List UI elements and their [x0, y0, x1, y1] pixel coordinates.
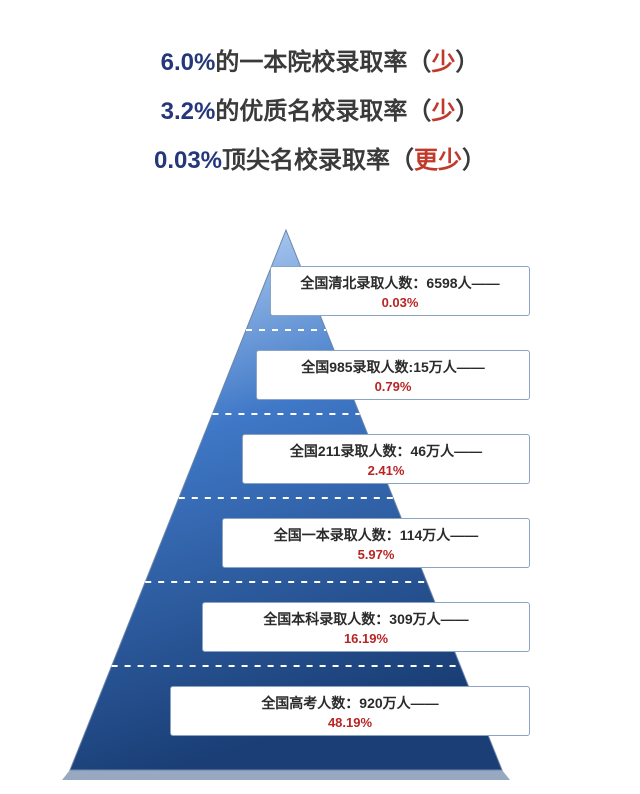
header-line-1: 6.0%的一本院校录取率（少）	[0, 42, 640, 77]
tier-title-3: 全国211录取人数：46万人——	[249, 441, 523, 461]
header-pct-1: 6.0%	[161, 49, 216, 76]
tier-box-2: 全国985录取人数:15万人—— 0.79%	[256, 350, 530, 400]
bracket-close-3: ）	[462, 147, 486, 174]
tier-box-4: 全国一本录取人数：114万人—— 5.97%	[222, 518, 530, 568]
tier-pct-3: 2.41%	[249, 463, 523, 478]
bracket-close-1: ）	[455, 49, 479, 76]
header-qual-2: 少	[431, 98, 455, 125]
header-qual-1: 少	[431, 49, 455, 76]
bracket-open-2: （	[407, 98, 431, 125]
tier-title-6: 全国高考人数：920万人——	[177, 693, 523, 713]
header-line-3: 0.03%顶尖名校录取率（更少）	[0, 140, 640, 175]
header-pct-2: 3.2%	[161, 98, 216, 125]
tier-pct-5: 16.19%	[209, 631, 523, 646]
tier-box-3: 全国211录取人数：46万人—— 2.41%	[242, 434, 530, 484]
tier-title-2: 全国985录取人数:15万人——	[263, 357, 523, 377]
tier-pct-4: 5.97%	[229, 547, 523, 562]
bracket-open-3: （	[390, 147, 414, 174]
header-text-1: 的一本院校录取率	[215, 49, 407, 76]
tier-pct-2: 0.79%	[263, 379, 523, 394]
pyramid-base-shadow	[62, 770, 510, 780]
tier-box-5: 全国本科录取人数：309万人—— 16.19%	[202, 602, 530, 652]
header-line-2: 3.2%的优质名校录取率（少）	[0, 91, 640, 126]
tier-box-6: 全国高考人数：920万人—— 48.19%	[170, 686, 530, 736]
bracket-close-2: ）	[455, 98, 479, 125]
pyramid-container: 全国清北录取人数：6598人—— 0.03% 全国985录取人数:15万人—— …	[70, 230, 570, 770]
tier-title-4: 全国一本录取人数：114万人——	[229, 525, 523, 545]
header: 6.0%的一本院校录取率（少） 3.2%的优质名校录取率（少） 0.03%顶尖名…	[0, 0, 640, 201]
tier-title-5: 全国本科录取人数：309万人——	[209, 609, 523, 629]
tier-title-1: 全国清北录取人数：6598人——	[277, 273, 523, 293]
bracket-open-1: （	[407, 49, 431, 76]
header-text-3: 顶尖名校录取率	[222, 147, 390, 174]
tier-pct-6: 48.19%	[177, 715, 523, 730]
tier-pct-1: 0.03%	[277, 295, 523, 310]
header-qual-3: 更少	[414, 147, 462, 174]
header-text-2: 的优质名校录取率	[215, 98, 407, 125]
header-pct-3: 0.03%	[154, 147, 222, 174]
tier-box-1: 全国清北录取人数：6598人—— 0.03%	[270, 266, 530, 316]
